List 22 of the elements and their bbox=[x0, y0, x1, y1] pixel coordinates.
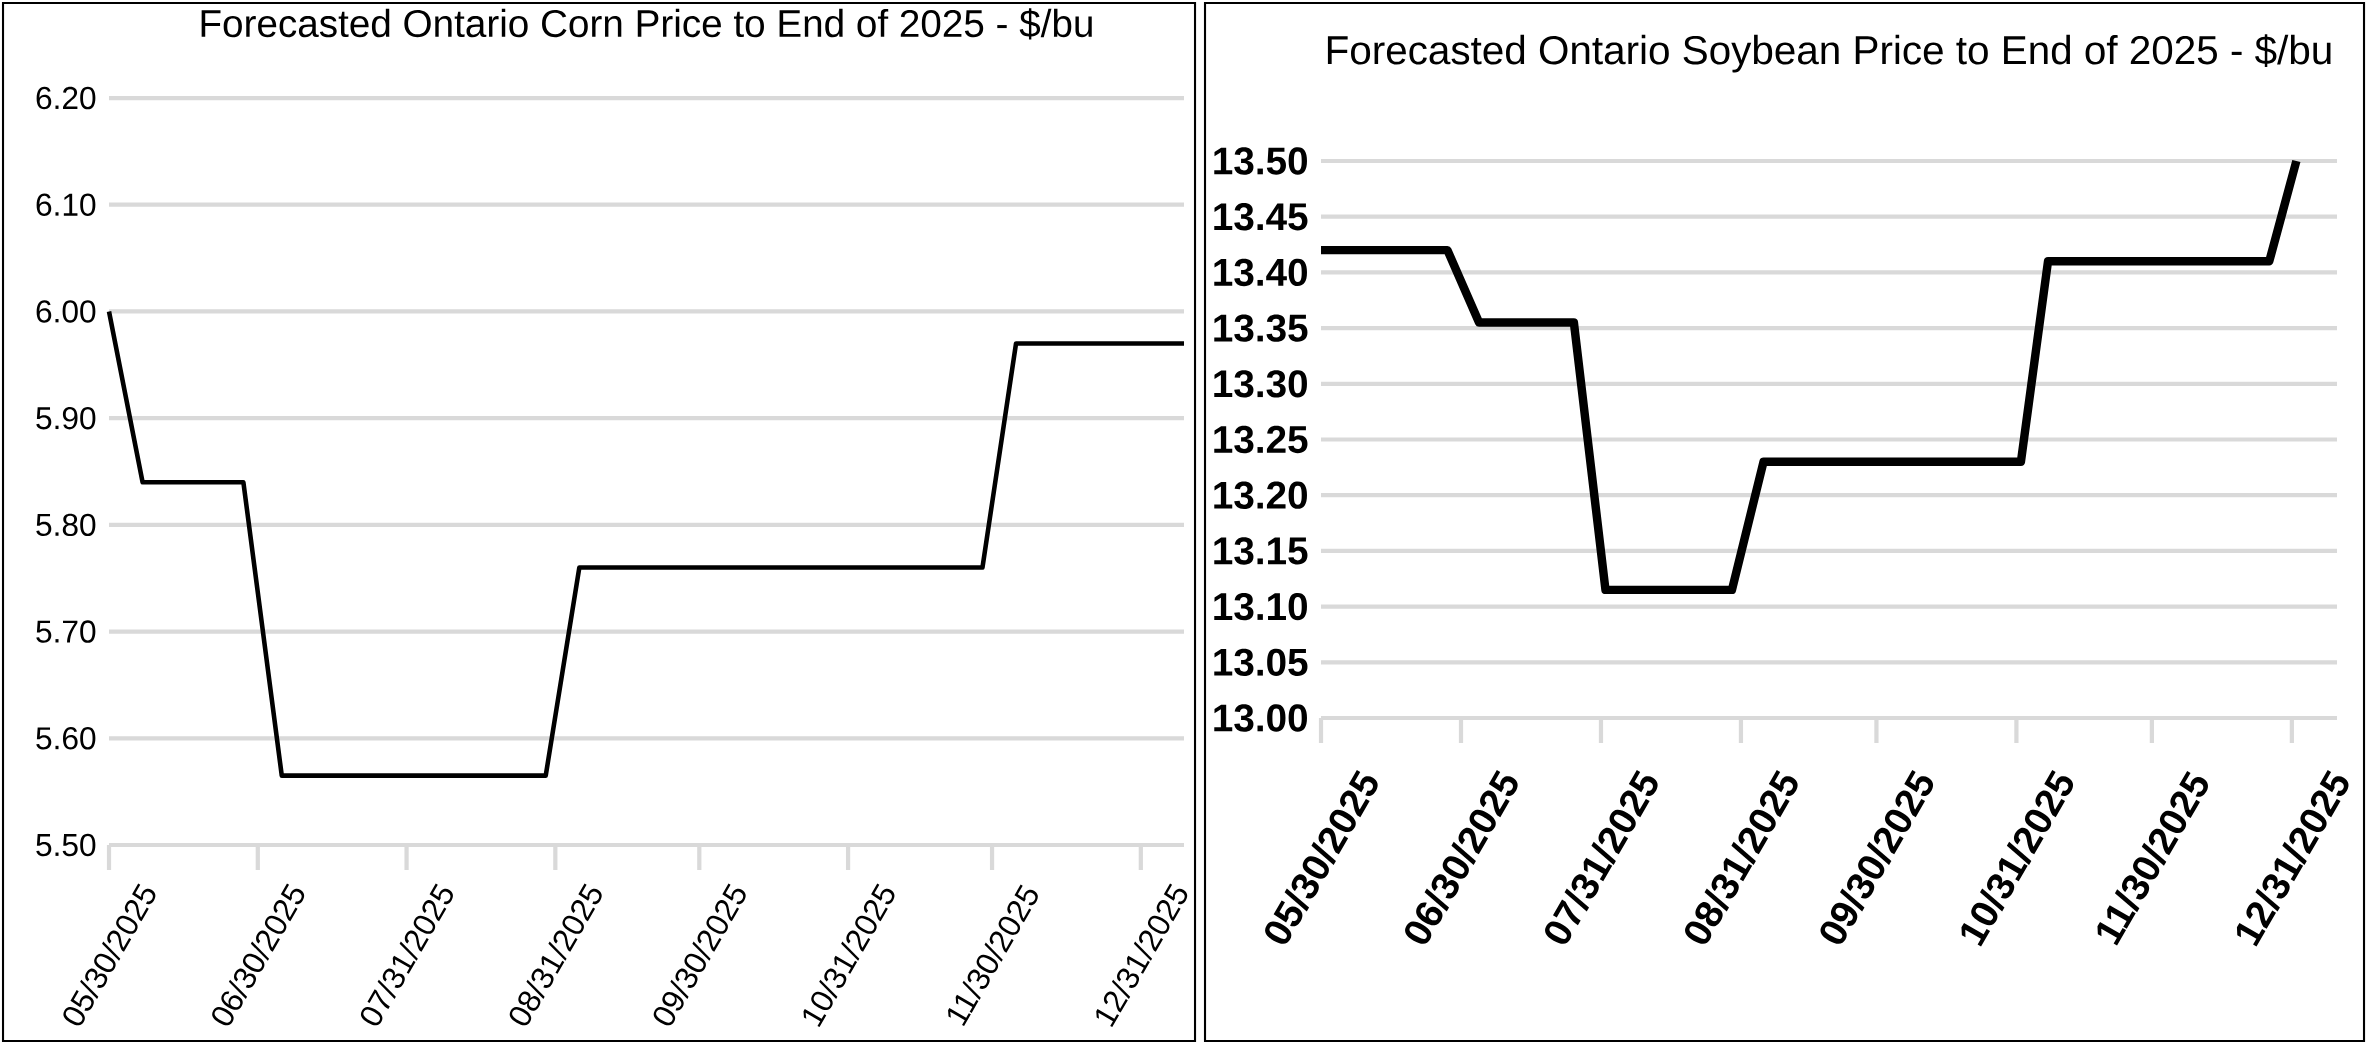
y-tick-label: 13.50 bbox=[1214, 147, 1307, 175]
y-tick-label: 13.45 bbox=[1214, 203, 1308, 231]
y-tick-label: 13.10 bbox=[1214, 592, 1307, 621]
y-tick-label: 6.00 bbox=[36, 300, 96, 323]
y-tick-label: 6.10 bbox=[36, 193, 96, 216]
y-tick-label: 5.80 bbox=[36, 513, 96, 537]
y-tick-label: 13.25 bbox=[1214, 425, 1308, 454]
chart-title: Forecasted Ontario Soybean Price to End of 2025 - $/bu bbox=[1327, 34, 2331, 73]
y-tick-label: 13.00 bbox=[1214, 704, 1307, 732]
y-tick-label: 5.50 bbox=[36, 833, 96, 857]
y-tick-label: 13.05 bbox=[1214, 648, 1308, 677]
chart-title: Forecasted Ontario Corn Price to End of 2025 - $/bu bbox=[201, 8, 1092, 40]
line-series bbox=[106, 309, 1187, 778]
y-tick-label: 6.20 bbox=[36, 86, 96, 110]
y-tick-label: 5.90 bbox=[36, 406, 96, 430]
y-tick-label: 13.30 bbox=[1214, 370, 1307, 398]
y-tick-label: 5.60 bbox=[36, 727, 96, 750]
y-tick-label: 5.70 bbox=[36, 620, 96, 643]
y-tick-label: 13.40 bbox=[1214, 258, 1307, 287]
y-tick-label: 13.35 bbox=[1214, 314, 1308, 342]
y-tick-label: 13.20 bbox=[1214, 481, 1307, 509]
y-tick-label: 13.15 bbox=[1214, 537, 1308, 565]
